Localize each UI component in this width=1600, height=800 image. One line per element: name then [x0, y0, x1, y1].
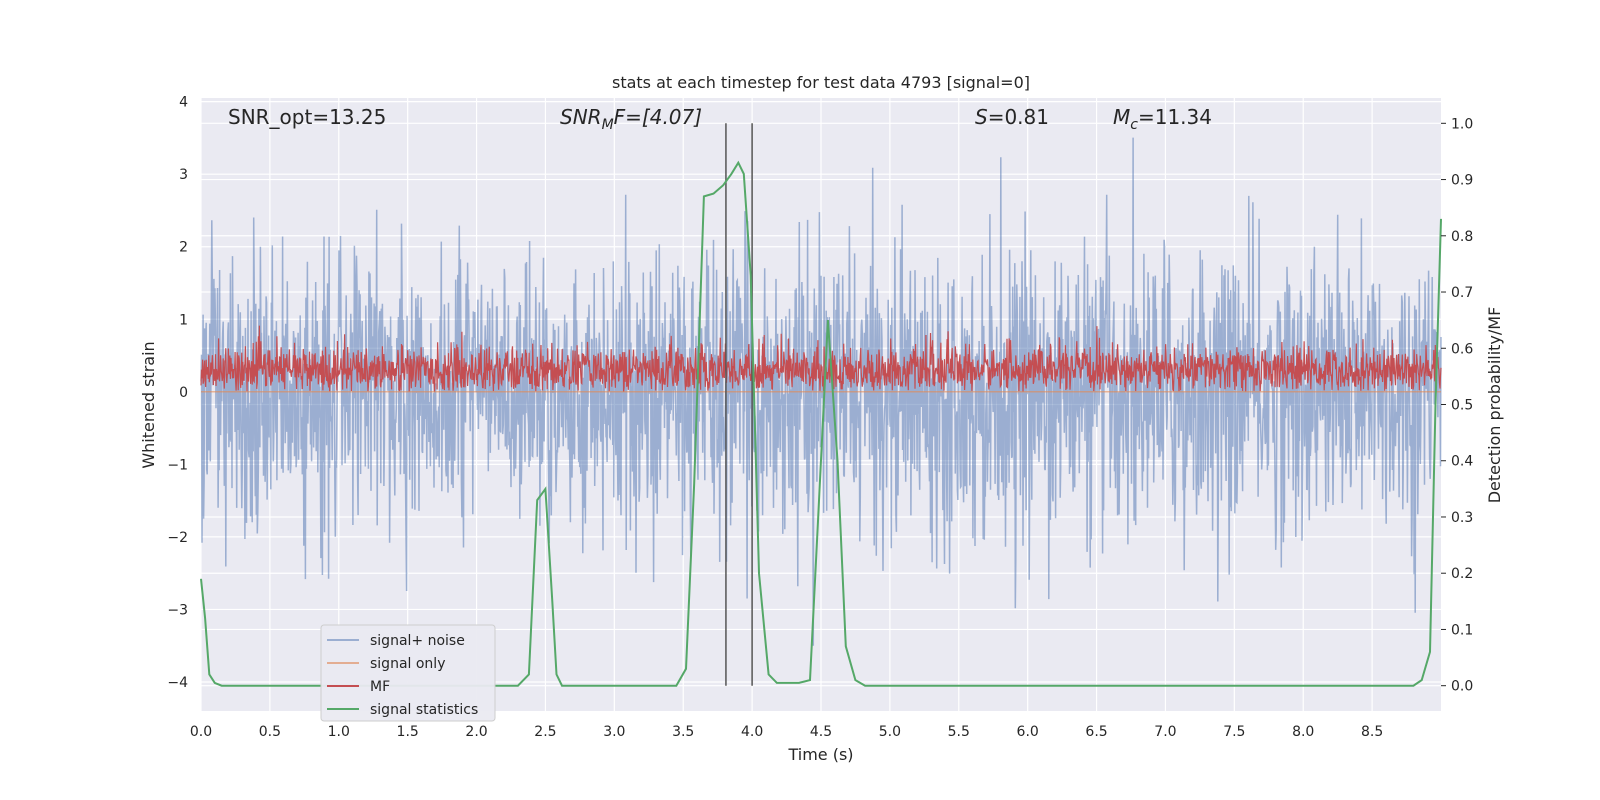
y-tick-label-left: −4 — [167, 675, 188, 691]
legend-label-signal-only: signal only — [370, 656, 445, 672]
signal-noise-line — [200, 137, 1442, 646]
x-tick-label: 3.0 — [603, 724, 625, 740]
s-value: =0.81 — [988, 105, 1049, 129]
x-axis-label: Time (s) — [787, 745, 853, 764]
x-tick-label: 0.5 — [259, 724, 281, 740]
y-tick-label-right: 0.6 — [1451, 341, 1473, 357]
left-y-axis-label: Whitened strain — [139, 341, 158, 468]
y-tick-label-right: 0.7 — [1451, 285, 1473, 301]
x-tick-label: 1.0 — [328, 724, 350, 740]
x-tick-label: 6.0 — [1017, 724, 1039, 740]
left-y-axis-ticks: 4 3 2 1 0 −1 −2 −3 −4 — [167, 95, 188, 691]
x-tick-label: 2.0 — [465, 724, 487, 740]
x-tick-label: 0.0 — [190, 724, 212, 740]
mf-series — [200, 325, 1442, 392]
x-tick-label: 4.0 — [741, 724, 763, 740]
snr-mf-subscript: M — [602, 117, 614, 133]
x-tick-label: 6.5 — [1085, 724, 1107, 740]
right-y-axis-label: Detection probability/MF — [1485, 307, 1504, 504]
y-tick-label-left: −1 — [167, 457, 188, 473]
mc-base: M — [1113, 105, 1130, 129]
x-tick-label: 3.5 — [672, 724, 694, 740]
y-tick-label-right: 1.0 — [1451, 116, 1473, 132]
y-tick-label-left: −2 — [167, 530, 188, 546]
y-tick-label-left: 0 — [179, 385, 188, 401]
legend-label-signal-statistics: signal statistics — [370, 702, 478, 718]
legend-label-signal-noise: signal+ noise — [370, 633, 465, 649]
y-tick-label-left: 1 — [179, 312, 188, 328]
y-tick-label-right: 0.0 — [1451, 679, 1473, 695]
snr-opt-annotation: SNR_opt=13.25 — [228, 105, 386, 129]
mc-subscript: c — [1130, 117, 1138, 133]
s-annotation: S=0.81 — [975, 105, 1049, 129]
y-tick-label-right: 0.2 — [1451, 566, 1473, 582]
x-axis-ticks: 0.0 0.5 1.0 1.5 2.0 2.5 3.0 3.5 4.0 4.5 5.0 5.5 6.0 6… — [190, 724, 1383, 740]
x-tick-label: 5.5 — [948, 724, 970, 740]
y-tick-label-left: 2 — [179, 240, 188, 256]
y-tick-label-left: 3 — [179, 167, 188, 183]
snr-mf-annotation: SNRMF=[4.07] — [560, 105, 702, 133]
legend-box — [320, 624, 496, 722]
x-tick-label: 1.5 — [397, 724, 419, 740]
event-markers — [725, 123, 753, 686]
y-tick-label-right: 0.5 — [1451, 398, 1473, 414]
y-tick-label-right: 0.9 — [1451, 173, 1473, 189]
x-tick-label: 7.0 — [1154, 724, 1176, 740]
signal-noise-series — [200, 137, 1442, 646]
y-tick-label-right: 0.8 — [1451, 229, 1473, 245]
y-tick-label-right: 0.3 — [1451, 510, 1473, 526]
mc-annotation: Mc=11.34 — [1113, 105, 1212, 133]
y-tick-label-right: 0.1 — [1451, 622, 1473, 638]
x-tick-label: 8.5 — [1361, 724, 1383, 740]
right-y-axis-ticks: 1.0 0.9 0.8 0.7 0.6 0.5 0.4 0.3 0.2 0.1 0.0 — [1441, 116, 1473, 695]
x-tick-label: 4.5 — [810, 724, 832, 740]
mc-value: =11.34 — [1138, 105, 1212, 129]
y-tick-label-left: −3 — [167, 602, 188, 618]
x-tick-label: 7.5 — [1223, 724, 1245, 740]
legend-label-mf: MF — [370, 679, 390, 695]
snr-mf-base: SNR — [560, 105, 602, 129]
s-label: S — [975, 105, 988, 129]
y-tick-label-right: 0.4 — [1451, 454, 1473, 470]
chart-title: stats at each timestep for test data 479… — [612, 73, 1030, 92]
x-tick-label: 5.0 — [879, 724, 901, 740]
mf-line — [200, 325, 1442, 392]
y-tick-label-left: 4 — [179, 95, 188, 111]
x-tick-label: 2.5 — [534, 724, 556, 740]
snr-mf-rest: F=[4.07] — [614, 105, 702, 129]
legend: signal+ noise signal only MF signal stat… — [320, 624, 496, 722]
x-tick-label: 8.0 — [1292, 724, 1314, 740]
